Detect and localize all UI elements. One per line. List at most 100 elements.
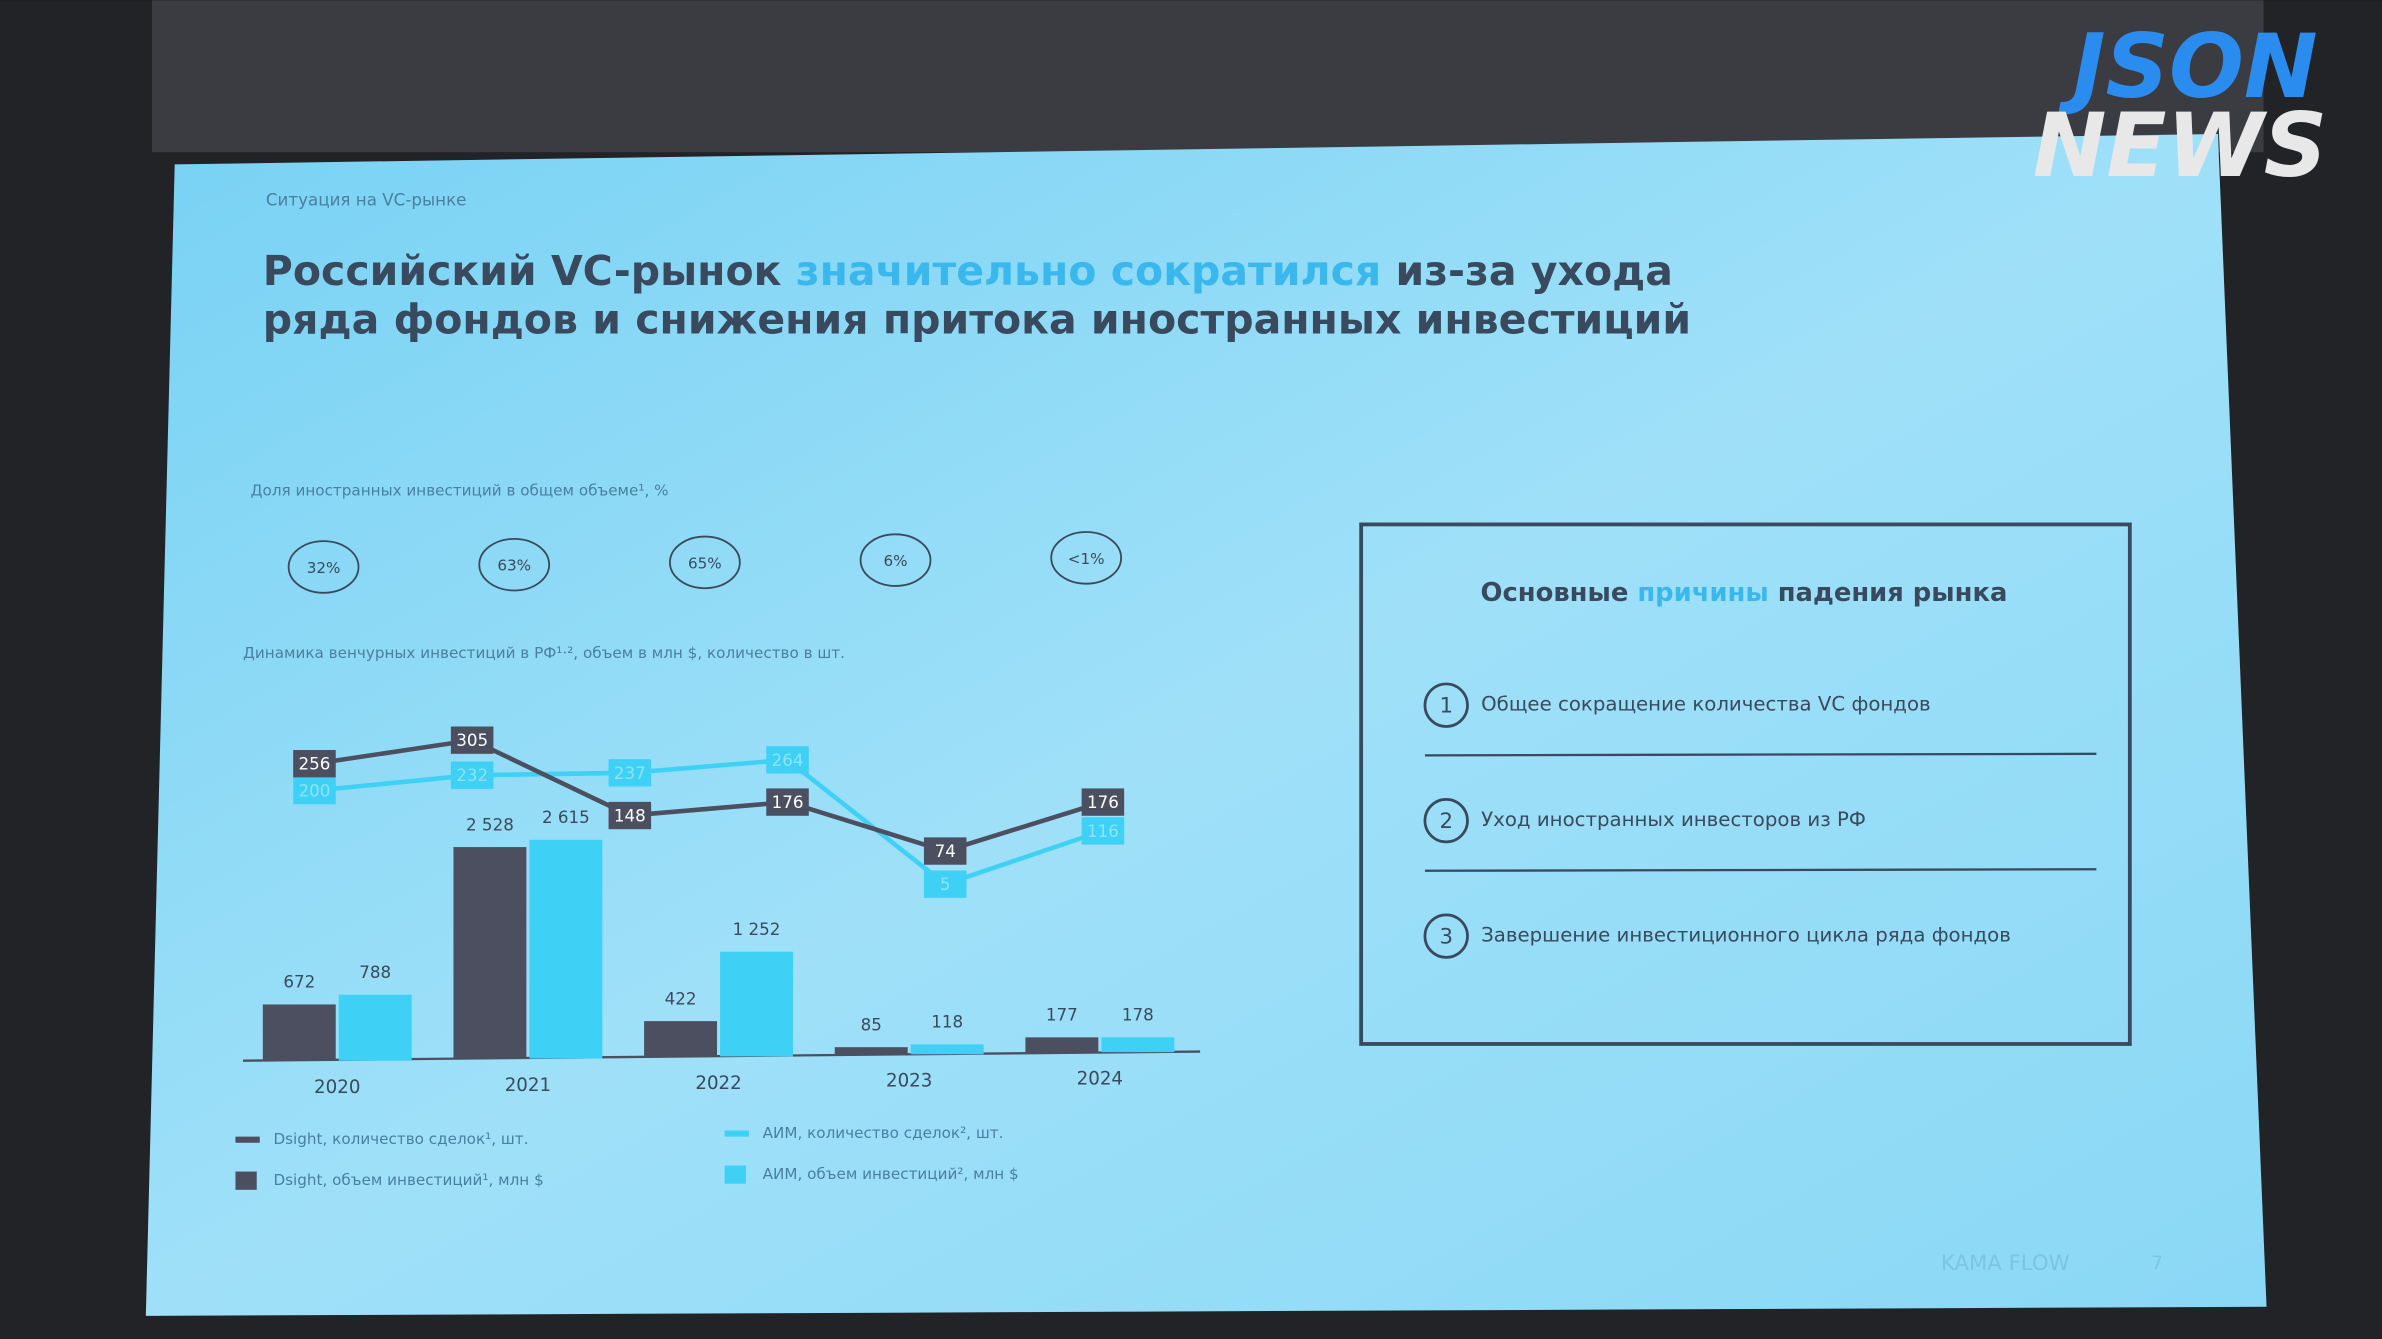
bar: [644, 1021, 718, 1057]
point-label: 116: [1087, 821, 1119, 841]
value-label: 85: [861, 1014, 882, 1034]
bar: [834, 1047, 908, 1055]
title-text: Российский VC-рынок: [263, 247, 796, 295]
bar: [1101, 1037, 1175, 1053]
value-label: 788: [359, 962, 391, 982]
legend-label: АИМ, объем инвестиций², млн $: [763, 1165, 1019, 1183]
x-tick-label: 2020: [314, 1077, 360, 1098]
title: Российский VC-рынок значительно сократил…: [263, 247, 1673, 295]
point-marker: [450, 726, 494, 754]
slide: [145, 134, 2267, 1316]
reasons-title: Основные причины падения рынка: [1481, 577, 2008, 607]
point-marker: [608, 801, 652, 830]
legend-swatch: [235, 1171, 257, 1190]
chart-subtitle: Динамика венчурных инвестиций в РФ¹·², о…: [243, 644, 845, 662]
point-label: 237: [614, 763, 646, 783]
reasons-title-text: падения рынка: [1769, 577, 2008, 607]
point-label: 74: [935, 841, 956, 861]
point-marker: [766, 788, 809, 816]
point-marker: [923, 837, 967, 865]
title-text: из-за ухода: [1381, 247, 1673, 295]
point-marker: [293, 776, 336, 805]
point-label: 232: [456, 765, 488, 785]
footer-brand: KAMA FLOW: [1941, 1251, 2070, 1276]
separator: [1424, 752, 2097, 757]
reason-text: Общее сокращение количества VC фондов: [1481, 693, 1931, 716]
reasons-list: 1 Общее сокращение количества VC фондов 2 У…: [1423, 682, 2097, 959]
reason-text: Завершение инвестиционного цикла ряда фо…: [1481, 924, 2011, 947]
share-value: 65%: [688, 554, 722, 572]
reason-text: Уход иностранных инвесторов из РФ: [1481, 808, 1866, 831]
value-label: 118: [931, 1012, 963, 1032]
reason-number: 1: [1439, 694, 1453, 719]
value-label: 1 252: [733, 919, 781, 939]
logo: JSON: [2058, 15, 2318, 118]
separator: [1424, 868, 2097, 872]
chart: 32% 63% 65% 6% <1% Динамика венчурных инвести…: [235, 531, 1201, 1190]
bar: [1025, 1037, 1099, 1053]
line: [314, 737, 1104, 854]
legend-swatch: [724, 1165, 746, 1184]
number-circle: [1423, 798, 1469, 844]
point-marker: [766, 746, 809, 774]
value-label: 178: [1122, 1005, 1154, 1025]
share-title: Доля иностранных инвестиций в общем объе…: [251, 482, 669, 500]
title: ряда фондов и снижения притока иностранн…: [263, 295, 1691, 343]
bar: [529, 839, 603, 1059]
title-highlight: значительно сократился: [796, 247, 1381, 295]
reason-number: 2: [1439, 809, 1453, 834]
reason-number: 3: [1439, 925, 1453, 950]
share-value: 32%: [307, 559, 341, 577]
bar: [338, 994, 412, 1061]
legend-label: Dsight, количество сделок¹, шт.: [273, 1130, 528, 1148]
value-label: 2 615: [542, 807, 590, 827]
share-value: 63%: [497, 557, 531, 575]
share-circle: [669, 535, 741, 590]
point-label: 305: [456, 730, 488, 750]
point-marker: [1081, 788, 1125, 816]
bar: [720, 951, 793, 1057]
point-label: 264: [772, 750, 804, 770]
point-label: 200: [299, 781, 331, 801]
line: [314, 757, 1104, 887]
x-tick-label: 2022: [695, 1073, 741, 1094]
share-circle: [287, 540, 360, 594]
value-label: 672: [283, 972, 315, 992]
legend-label: Dsight, объем инвестиций¹, млн $: [273, 1171, 543, 1189]
logo: NEWS: [2033, 94, 2328, 197]
share-circle: [1050, 531, 1123, 585]
bar: [453, 847, 527, 1059]
point-marker: [923, 870, 967, 898]
value-label: 2 528: [466, 814, 514, 834]
point-marker: [1081, 817, 1125, 845]
x-tick-label: 2021: [505, 1075, 551, 1096]
point-label: 5: [940, 874, 951, 894]
section: Ситуация на VC-рынке: [266, 189, 467, 209]
reasons-title-text: Основные: [1481, 577, 1638, 607]
value-label: 177: [1046, 1005, 1078, 1025]
wall: [151, 0, 2264, 153]
x-tick-label: 2023: [886, 1071, 932, 1092]
bar: [910, 1044, 984, 1055]
point-marker: [293, 750, 336, 778]
share-circle: [478, 537, 551, 592]
point-label: 176: [1087, 792, 1119, 812]
point-label: 256: [299, 754, 331, 774]
bar: [262, 1004, 336, 1061]
legend-label: АИМ, количество сделок², шт.: [763, 1124, 1004, 1142]
value-label: 422: [665, 988, 697, 1008]
point-marker: [450, 761, 494, 789]
x-tick-label: 2024: [1077, 1069, 1123, 1090]
page-number: 7: [2151, 1253, 2163, 1274]
reasons-box: [1359, 522, 2132, 1046]
share-value: <1%: [1068, 550, 1105, 568]
point-marker: [608, 759, 652, 787]
number-circle: [1423, 682, 1469, 728]
point-label: 176: [772, 792, 804, 812]
point-label: 148: [614, 806, 646, 826]
share-value: 6%: [883, 552, 907, 570]
share-circle: [859, 533, 932, 587]
number-circle: [1423, 913, 1469, 959]
